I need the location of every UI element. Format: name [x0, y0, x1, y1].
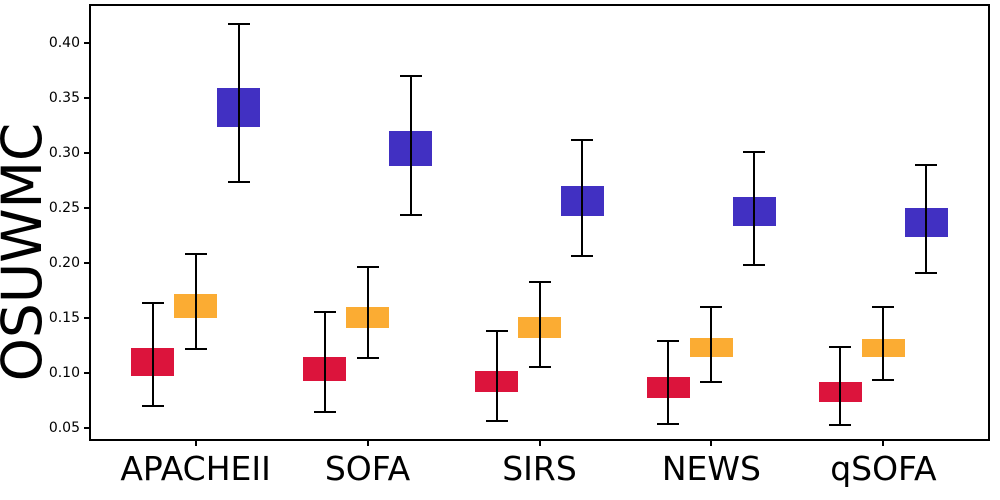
- whisker-cap-bottom: [485, 419, 508, 422]
- whisker-cap-top: [915, 164, 938, 167]
- whisker-cap-top: [399, 75, 422, 78]
- y-tick-label: 0.30: [48, 145, 80, 162]
- whisker-cap-top: [485, 330, 508, 333]
- y-tick-label: 0.40: [48, 35, 80, 52]
- y-tick-label: 0.15: [48, 310, 80, 327]
- y-tick-mark: [84, 372, 89, 375]
- y-tick-mark: [84, 97, 89, 100]
- x-tick-mark: [882, 441, 885, 446]
- whisker-line: [237, 24, 240, 182]
- whisker-cap-bottom: [915, 272, 938, 275]
- x-tick-mark: [538, 441, 541, 446]
- y-tick-mark: [84, 317, 89, 320]
- y-tick-mark: [84, 427, 89, 430]
- whisker-line: [839, 346, 842, 426]
- whisker-cap-bottom: [657, 422, 680, 425]
- whisker-cap-top: [528, 280, 551, 283]
- y-tick-mark: [84, 152, 89, 155]
- x-tick-label: APACHEII: [120, 449, 271, 488]
- whisker-cap-bottom: [184, 348, 207, 351]
- y-tick-mark: [84, 262, 89, 265]
- whisker-cap-bottom: [141, 405, 164, 408]
- whisker-cap-bottom: [829, 424, 852, 427]
- whisker-line: [667, 341, 670, 424]
- x-tick-label: SOFA: [324, 449, 411, 488]
- whisker-line: [581, 139, 584, 256]
- whisker-line: [882, 307, 885, 380]
- whisker-cap-bottom: [356, 356, 379, 359]
- y-tick-label: 0.25: [48, 200, 80, 217]
- whisker-cap-bottom: [399, 213, 422, 216]
- whisker-line: [151, 302, 154, 407]
- whisker-line: [366, 266, 369, 358]
- whisker-cap-top: [743, 151, 766, 154]
- whisker-cap-bottom: [313, 410, 336, 413]
- whisker-cap-bottom: [743, 264, 766, 267]
- whisker-cap-top: [829, 345, 852, 348]
- y-tick-label: 0.20: [48, 255, 80, 272]
- y-tick-label: 0.35: [48, 90, 80, 107]
- y-tick-mark: [84, 42, 89, 45]
- whisker-cap-bottom: [227, 180, 250, 183]
- x-tick-mark: [710, 441, 713, 446]
- whisker-cap-bottom: [700, 381, 723, 384]
- x-tick-mark: [194, 441, 197, 446]
- whisker-line: [753, 152, 756, 266]
- whisker-cap-top: [141, 301, 164, 304]
- x-tick-label: qSOFA: [830, 449, 937, 488]
- whisker-line: [194, 254, 197, 350]
- whisker-cap-top: [571, 138, 594, 141]
- x-tick-label: SIRS: [502, 449, 577, 488]
- whisker-line: [925, 165, 928, 274]
- whisker-cap-bottom: [872, 378, 895, 381]
- whisker-cap-top: [227, 23, 250, 26]
- y-tick-mark: [84, 207, 89, 210]
- whisker-cap-top: [184, 253, 207, 256]
- whisker-cap-top: [313, 310, 336, 313]
- y-tick-label: 0.10: [48, 365, 80, 382]
- whisker-line: [710, 307, 713, 383]
- whisker-line: [323, 311, 326, 412]
- x-tick-label: NEWS: [661, 449, 761, 488]
- whisker-line: [495, 331, 498, 421]
- y-tick-label: 0.05: [48, 420, 80, 437]
- whisker-cap-bottom: [528, 365, 551, 368]
- whisker-line: [538, 281, 541, 367]
- whisker-cap-top: [356, 265, 379, 268]
- whisker-cap-bottom: [571, 254, 594, 257]
- whisker-cap-top: [700, 306, 723, 309]
- whisker-line: [409, 76, 412, 215]
- whisker-cap-top: [872, 306, 895, 309]
- whisker-cap-top: [657, 340, 680, 343]
- x-tick-mark: [366, 441, 369, 446]
